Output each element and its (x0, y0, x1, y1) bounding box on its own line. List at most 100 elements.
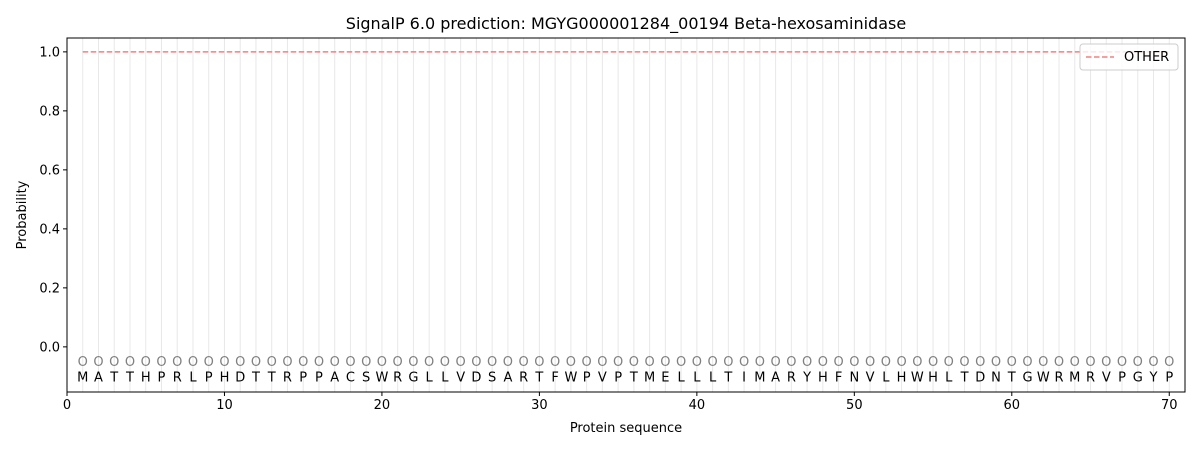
y-axis-label: Probability (15, 180, 30, 249)
region-label: O (440, 355, 450, 370)
x-tick-label: 50 (846, 398, 863, 413)
residue-label: T (723, 370, 732, 385)
region-label: O (1007, 355, 1017, 370)
residue-label: H (141, 370, 151, 385)
residue-label: F (551, 370, 558, 385)
region-label: O (991, 355, 1001, 370)
residue-label: Y (1149, 370, 1158, 385)
region-label: O (881, 355, 891, 370)
legend-label-other: OTHER (1124, 50, 1169, 65)
y-axis-ticks: 0.0 0.2 0.4 0.6 0.8 1.0 (39, 45, 67, 355)
region-label: O (78, 355, 88, 370)
grid-lines (82, 38, 1170, 392)
region-label: O (377, 355, 387, 370)
x-tick-label: 40 (689, 398, 706, 413)
residue-label: S (362, 370, 370, 385)
region-label: O (849, 355, 859, 370)
residue-label: H (818, 370, 828, 385)
residue-label: L (945, 370, 953, 385)
residue-label: Y (802, 370, 811, 385)
x-axis-label: Protein sequence (570, 421, 682, 436)
region-label: O (739, 355, 749, 370)
region-label: O (786, 355, 796, 370)
y-tick-label: 0.0 (39, 340, 60, 355)
residue-label: T (534, 370, 543, 385)
region-label: O (1085, 355, 1095, 370)
x-axis-ticks: 0 10 20 30 40 50 60 70 (63, 392, 1178, 413)
region-label: O (424, 355, 434, 370)
region-label: O (770, 355, 780, 370)
residue-label: T (251, 370, 260, 385)
region-label: O (1101, 355, 1111, 370)
residue-label: I (742, 370, 746, 385)
region-label: O (912, 355, 922, 370)
residue-label: R (173, 370, 182, 385)
region-label: O (755, 355, 765, 370)
residue-label: R (1086, 370, 1095, 385)
x-tick-label: 60 (1004, 398, 1021, 413)
region-label: O (330, 355, 340, 370)
region-label: O (314, 355, 324, 370)
region-label: O (959, 355, 969, 370)
region-label: O (471, 355, 481, 370)
residue-label: P (205, 370, 213, 385)
region-label: O (235, 355, 245, 370)
residue-label: T (109, 370, 118, 385)
residue-label: W (375, 370, 388, 385)
chart-title: SignalP 6.0 prediction: MGYG000001284_00… (346, 14, 906, 34)
region-label: O (597, 355, 607, 370)
region-label: O (408, 355, 418, 370)
y-tick-label: 0.8 (39, 104, 60, 119)
region-label: O (393, 355, 403, 370)
region-label: O (1054, 355, 1064, 370)
region-label: O (93, 355, 103, 370)
region-label: O (833, 355, 843, 370)
residue-label: L (189, 370, 197, 385)
residue-label: M (754, 370, 765, 385)
x-tick-label: 10 (216, 398, 233, 413)
x-tick-label: 30 (531, 398, 548, 413)
residue-label: T (960, 370, 969, 385)
x-tick-label: 0 (63, 398, 71, 413)
region-label: O (1164, 355, 1174, 370)
region-label: O (865, 355, 875, 370)
residue-label: P (299, 370, 307, 385)
residue-label: M (1069, 370, 1080, 385)
residue-label: N (991, 370, 1001, 385)
sequence-labels: OMOAOTOTOHOPOROLOPOHODOTOTOROPOPOAOCOSOW… (77, 355, 1174, 385)
region-label: O (896, 355, 906, 370)
residue-label: T (629, 370, 638, 385)
residue-label: P (614, 370, 622, 385)
region-label: O (361, 355, 371, 370)
residue-label: L (426, 370, 434, 385)
residue-label: H (928, 370, 938, 385)
region-label: O (109, 355, 119, 370)
residue-label: A (94, 370, 103, 385)
y-tick-label: 0.4 (39, 222, 60, 237)
legend: OTHER (1079, 43, 1179, 71)
region-label: O (928, 355, 938, 370)
residue-label: M (644, 370, 655, 385)
region-label: O (204, 355, 214, 370)
residue-label: T (1007, 370, 1016, 385)
residue-label: T (267, 370, 276, 385)
residue-label: P (158, 370, 166, 385)
residue-label: H (220, 370, 230, 385)
y-tick-label: 1.0 (39, 45, 60, 60)
region-label: O (629, 355, 639, 370)
region-label: O (975, 355, 985, 370)
residue-label: P (583, 370, 591, 385)
region-label: O (582, 355, 592, 370)
residue-label: L (441, 370, 449, 385)
residue-label: A (771, 370, 780, 385)
residue-label: L (677, 370, 685, 385)
region-label: O (707, 355, 717, 370)
residue-label: C (346, 370, 355, 385)
residue-label: P (315, 370, 323, 385)
residue-label: V (598, 370, 607, 385)
residue-label: L (882, 370, 890, 385)
region-label: O (550, 355, 560, 370)
legend-box (1079, 43, 1179, 71)
residue-label: L (693, 370, 701, 385)
